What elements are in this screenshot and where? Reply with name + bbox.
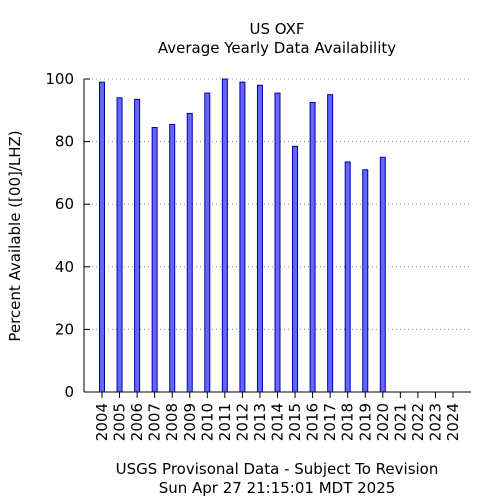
chart-subtitle: Average Yearly Data Availability [158,39,396,57]
bar-2008 [169,123,176,393]
bar-2007 [151,127,158,393]
x-tick-label: 2016 [304,403,322,441]
x-tick-label: 2006 [128,403,146,441]
x-axis-label: USGS Provisonal Data - Subject To Revisi… [116,460,439,478]
x-tick-label: 2015 [286,403,304,441]
x-tick-label: 2020 [374,403,392,441]
bar-2006 [134,98,141,393]
x-tick-label: 2009 [181,403,199,441]
y-tick-label: 80 [55,133,74,151]
bar-2018 [344,161,351,393]
x-tick-label: 2008 [163,403,181,441]
bar-2015 [292,145,299,393]
timestamp-label: Sun Apr 27 21:15:01 MDT 2025 [159,479,396,497]
y-tick-label: 60 [55,195,74,213]
x-tick-label: 2023 [426,403,444,441]
bar-2005 [116,97,123,393]
bar-2004 [99,81,105,393]
y-ticks-group: 0 20 40 60 80 100 [45,70,90,401]
bars-group [99,78,386,393]
x-tick-label: 2007 [146,403,164,441]
x-tick-label: 2018 [339,403,357,441]
bar-2009 [186,112,193,393]
y-tick-label: 100 [45,70,74,88]
bar-2012 [239,81,246,393]
bar-2013 [256,84,263,393]
bar-2020 [379,156,386,393]
bar-2016 [309,101,316,393]
x-tick-label: 2021 [391,403,409,441]
x-tick-label: 2024 [444,403,462,441]
y-tick-label: 20 [55,320,74,338]
x-tick-label: 2022 [409,403,427,441]
bar-2014 [274,92,281,393]
x-tick-label: 2010 [198,403,216,441]
x-tick-label: 2017 [321,403,339,441]
bar-2011 [221,78,228,393]
x-ticks-group: 2004 2005 2006 2007 2008 2009 2010 2011 2012 2013… [93,392,462,441]
x-tick-label: 2013 [251,403,269,441]
x-tick-label: 2014 [269,403,287,441]
y-axis-label: Percent Available ([00]/LHZ) [6,130,24,341]
y-tick-label: 40 [55,258,74,276]
grid-lines [84,78,471,330]
bar-2019 [362,169,369,393]
bar-2017 [327,94,334,393]
x-tick-label: 2012 [233,403,251,441]
chart-title: US OXF [249,20,304,38]
x-tick-label: 2011 [216,403,234,441]
y-tick-label: 0 [64,383,74,401]
x-tick-label: 2005 [111,403,129,441]
x-tick-label: 2004 [93,403,111,441]
bar-2010 [204,92,211,393]
x-tick-label: 2019 [356,403,374,441]
